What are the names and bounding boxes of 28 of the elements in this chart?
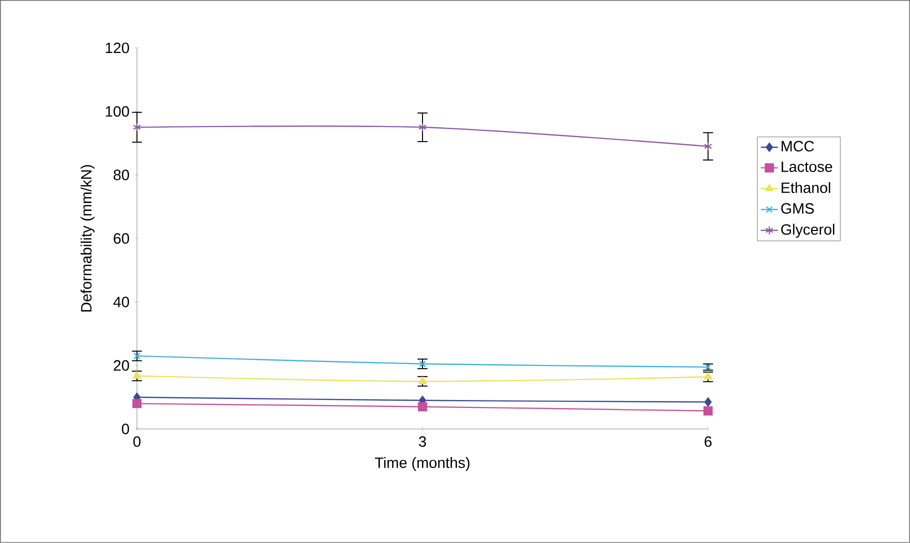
legend-label: MCC	[782, 140, 814, 152]
y-tick-label: 20	[114, 360, 130, 371]
x-tick-label: 3	[418, 436, 426, 447]
point	[132, 371, 141, 379]
point	[704, 364, 712, 371]
x-tick-label: 0	[133, 436, 140, 447]
legend-label: Lactose	[782, 162, 832, 172]
y-tick-label: 100	[106, 106, 130, 117]
x-tick-label: 6	[704, 436, 712, 447]
point	[418, 376, 427, 384]
legend-label: GMS	[781, 203, 814, 214]
legend-label: Ethanol	[782, 182, 830, 194]
x-axis-title: Time (months)	[374, 457, 470, 472]
point	[132, 399, 142, 408]
y-tick-label: 120	[106, 42, 130, 54]
point	[704, 142, 712, 151]
y-axis-title: Deformability (mm/kN)	[80, 165, 95, 312]
y-tick-label: 60	[114, 233, 130, 244]
legend-label: Glycerol	[781, 224, 834, 238]
point	[418, 122, 427, 132]
point	[703, 406, 713, 416]
y-tick-label: 0	[122, 424, 130, 434]
point	[418, 402, 428, 412]
point	[134, 352, 140, 360]
point	[704, 397, 712, 407]
y-tick-label: 40	[113, 296, 130, 308]
point	[132, 122, 141, 132]
y-tick-label: 80	[114, 170, 130, 180]
